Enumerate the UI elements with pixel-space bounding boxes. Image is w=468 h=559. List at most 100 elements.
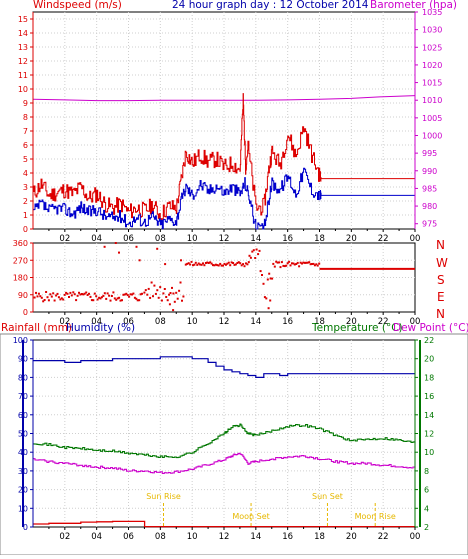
temperature-x-tick-label: 04	[91, 532, 102, 542]
direction-x-tick-label: 04	[91, 317, 102, 327]
direction-point	[239, 262, 242, 265]
direction-point	[86, 294, 89, 296]
temperature-x-tick-label: 22	[378, 532, 389, 542]
direction-point	[288, 260, 291, 263]
wind-y-tick-label: 3	[23, 183, 28, 192]
direction-point	[49, 293, 52, 296]
direction-point	[172, 292, 175, 295]
humidity-y-tick-label: 100	[13, 336, 28, 345]
direction-point	[135, 245, 138, 248]
direction-point	[232, 262, 235, 264]
baro-y-tick-label: 1030	[422, 26, 442, 35]
windspeed-axis-label: Windspeed (m/s)	[33, 0, 122, 11]
wind-x-tick-label: 18	[314, 234, 325, 244]
direction-point	[73, 293, 76, 296]
barometer-line	[32, 95, 416, 102]
wind-x-tick-label: 10	[187, 234, 198, 244]
direction-point	[85, 291, 88, 294]
direction-x-tick-label: 00	[410, 317, 421, 327]
humidity-line	[33, 356, 415, 378]
direction-point	[316, 264, 319, 267]
direction-point	[132, 292, 135, 295]
direction-point	[305, 261, 308, 264]
direction-point	[40, 296, 43, 299]
temperature-y-tick-label: 14	[424, 411, 434, 420]
direction-point	[240, 264, 243, 267]
direction-point	[204, 262, 207, 264]
direction-point	[268, 272, 271, 275]
direction-point	[186, 262, 189, 265]
wind-y-tick-label: 12	[18, 57, 28, 66]
direction-point	[152, 295, 154, 298]
direction-point	[131, 293, 133, 296]
wind-y-tick-label: 13	[18, 43, 28, 52]
direction-y-tick-label: 0	[23, 308, 28, 317]
direction-x-tick-label: 16	[282, 317, 293, 327]
direction-point	[180, 259, 182, 262]
wind-x-tick-label: 06	[123, 234, 134, 244]
direction-label-n-bottom: N	[436, 307, 445, 321]
wind-y-tick-label: 9	[23, 99, 28, 108]
direction-point	[55, 294, 58, 297]
direction-point	[162, 292, 165, 295]
direction-point	[109, 299, 112, 302]
direction-point	[285, 264, 288, 267]
direction-point	[56, 292, 59, 295]
direction-point	[159, 286, 162, 289]
direction-point	[37, 292, 40, 295]
direction-point	[261, 274, 263, 276]
direction-point	[138, 259, 141, 262]
baro-y-tick-label: 1010	[422, 96, 442, 105]
direction-point	[273, 265, 276, 268]
direction-point	[160, 299, 163, 302]
direction-point	[295, 263, 298, 265]
direction-point	[193, 263, 196, 266]
direction-point	[33, 296, 36, 299]
direction-y-tick-label: 270	[13, 256, 28, 265]
direction-point	[279, 266, 282, 269]
direction-point	[141, 292, 143, 295]
direction-point	[78, 291, 80, 294]
direction-point	[203, 264, 206, 267]
temperature-x-tick-label: 08	[155, 532, 166, 542]
direction-point	[102, 294, 105, 297]
direction-label-e: E	[437, 290, 445, 304]
baro-y-tick-label: 1035	[422, 8, 442, 17]
direction-point	[93, 292, 96, 295]
direction-x-tick-label: 18	[314, 317, 325, 327]
direction-point	[209, 261, 212, 264]
temperature-x-tick-label: 10	[187, 532, 198, 542]
direction-point	[248, 254, 251, 257]
direction-label-s: S	[437, 273, 445, 287]
direction-point	[313, 264, 316, 267]
direction-point	[65, 291, 68, 294]
direction-point	[68, 296, 70, 298]
barometer-axis-label: Barometer (hpa)	[370, 0, 457, 11]
direction-point	[276, 261, 279, 264]
astro-label: Sun Rise	[146, 492, 181, 501]
direction-point	[115, 298, 118, 301]
direction-point	[206, 261, 209, 264]
direction-point	[135, 297, 138, 300]
rainfall-line	[33, 520, 415, 528]
direction-point	[118, 296, 121, 299]
direction-point	[306, 261, 309, 264]
direction-point	[80, 293, 83, 295]
direction-point	[43, 299, 46, 301]
temperature-y-tick-label: 4	[424, 504, 429, 513]
direction-point	[50, 295, 53, 298]
direction-point	[75, 299, 78, 302]
direction-point	[128, 295, 131, 298]
direction-point	[76, 294, 79, 297]
direction-point	[143, 291, 146, 294]
direction-point	[165, 296, 168, 298]
direction-point	[52, 292, 55, 295]
direction-y-tick-label: 90	[18, 291, 28, 300]
direction-point	[96, 298, 99, 301]
direction-point	[265, 297, 268, 300]
direction-point	[168, 293, 171, 296]
wind-y-tick-label: 10	[18, 85, 28, 94]
direction-point	[172, 309, 175, 312]
direction-point	[292, 262, 295, 265]
series-lines: Sun Rise Moon Set Sun Set Moon Rise	[32, 93, 416, 528]
